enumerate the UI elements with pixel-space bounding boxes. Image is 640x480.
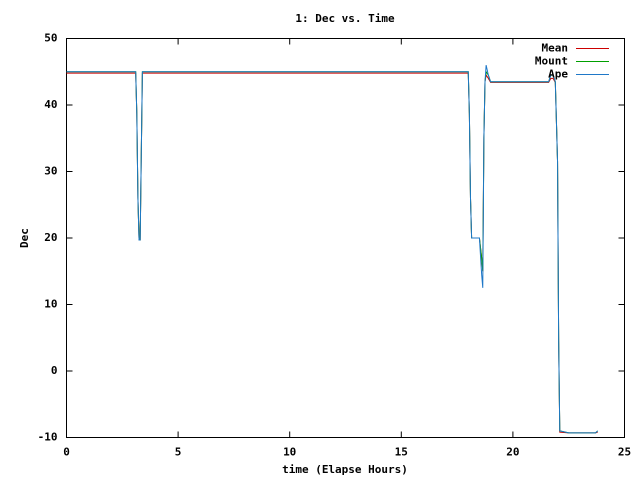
chart-title: 1: Dec vs. Time <box>295 12 395 25</box>
legend-label: Ape <box>548 68 568 81</box>
x-tick-label: 25 <box>618 446 631 459</box>
series-line <box>66 70 599 434</box>
y-tick-label: 20 <box>44 231 57 244</box>
plot-frame <box>66 38 625 438</box>
x-axis-label: time (Elapse Hours) <box>282 463 408 476</box>
y-tick-label: 0 <box>51 364 58 377</box>
y-tick-label: 30 <box>44 165 57 178</box>
x-tick-label: 15 <box>395 446 408 459</box>
legend-label: Mount <box>535 55 568 68</box>
legend-label: Mean <box>542 42 569 55</box>
series-line <box>66 72 598 434</box>
x-tick-label: 5 <box>175 446 182 459</box>
y-tick-label: 50 <box>44 32 57 45</box>
y-tick-label: 10 <box>44 298 57 311</box>
series-line <box>66 64 599 434</box>
y-axis-label: Dec <box>18 228 31 248</box>
x-tick-label: 0 <box>63 446 70 459</box>
y-tick-label: 40 <box>44 98 57 111</box>
y-tick-label: -10 <box>38 431 58 444</box>
x-tick-label: 10 <box>283 446 296 459</box>
x-tick-label: 20 <box>506 446 519 459</box>
